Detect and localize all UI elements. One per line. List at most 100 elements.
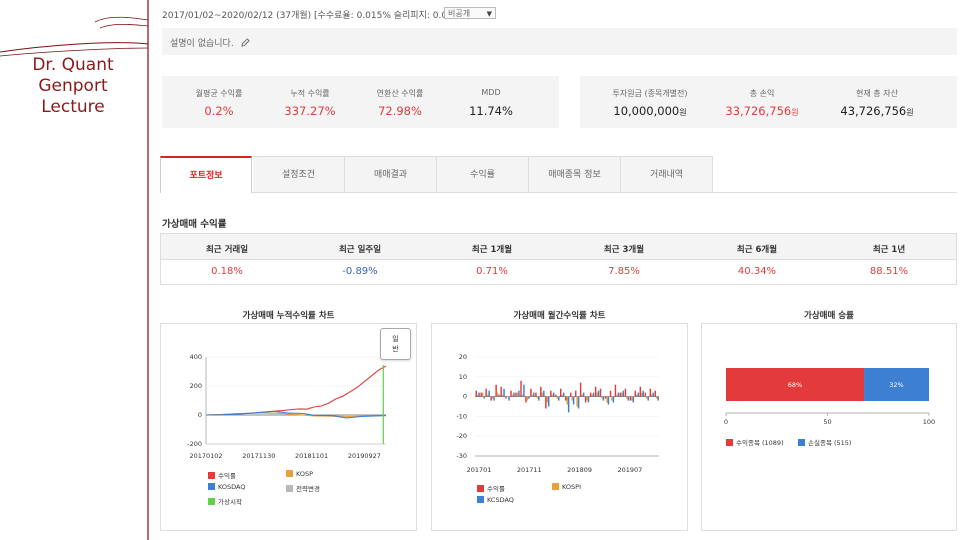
bar-KOSPI — [551, 394, 554, 397]
returns-header-1m: 최근 1개월 — [471, 245, 513, 255]
legend-swatch — [286, 470, 293, 477]
bar-KOSPI — [541, 392, 544, 397]
legend-item[interactable]: 가상시작 — [208, 496, 242, 506]
y-tick-label: -20 — [456, 432, 467, 440]
bar-KCSDAQ — [637, 392, 640, 397]
bar-수익률 — [599, 388, 602, 397]
bar-KCSDAQ — [543, 390, 545, 397]
y-tick-label: 0 — [198, 411, 202, 419]
bar-수익률 — [594, 386, 597, 397]
bar-수익률 — [500, 386, 502, 397]
cumulative-chart-panel — [160, 323, 417, 531]
bar-수익률 — [520, 380, 522, 397]
stat-value-cumulative: 337.27% — [284, 104, 336, 118]
tab-settings[interactable]: 설정조건 — [253, 156, 345, 193]
returns-table — [160, 233, 957, 285]
bar-KCSDAQ — [602, 396, 605, 401]
stat-label-monthly-avg: 월평균 수익률 — [195, 89, 243, 98]
legend-item[interactable]: 손실종목 (515) — [798, 437, 851, 447]
bar-수익률 — [565, 396, 567, 401]
chart-mode-toggle-button[interactable]: 일 반 — [380, 328, 411, 360]
stat-label-total-pnl: 총 손익 — [749, 89, 775, 98]
monthly-return-chart: -30 -20 -10 0 10 20 201701 201711 201809 201907 — [456, 353, 659, 474]
bar-KCSDAQ — [513, 392, 515, 397]
bar-KOSPI — [656, 396, 658, 399]
bar-KCSDAQ — [657, 396, 659, 401]
tab-returns[interactable]: 수익률 — [437, 156, 529, 193]
x-tick-label: 201701 — [467, 466, 492, 474]
tab-port-info[interactable]: 포트정보 — [160, 156, 252, 193]
bar-수익률 — [624, 388, 627, 397]
bar-KCSDAQ — [647, 396, 649, 401]
legend-swatch — [798, 439, 805, 446]
bar-KOSPI — [651, 394, 653, 397]
tab-trade-history[interactable]: 거래내역 — [621, 156, 713, 193]
x-tick-label: 201711 — [517, 466, 542, 474]
bar-수익률 — [619, 392, 622, 397]
bar-수익률 — [525, 396, 527, 403]
x-tick-label: 20190927 — [348, 452, 381, 460]
returns-value-1w: -0.89% — [342, 266, 378, 277]
monthly-chart-title: 가상매매 월간수익률 차트 — [513, 311, 606, 321]
bar-KCSDAQ — [652, 392, 654, 397]
legend-item[interactable]: KOSP — [286, 470, 313, 478]
bar-KOSPI — [561, 394, 563, 397]
legend-swatch — [552, 483, 559, 490]
bar-KCSDAQ — [597, 390, 600, 397]
bar-KOSPI — [621, 392, 623, 397]
legend-item[interactable]: 전략변경 — [286, 483, 320, 493]
series-line-KOSDAQ — [205, 410, 387, 419]
returns-header-1y: 최근 1년 — [872, 245, 906, 255]
bar-KCSDAQ — [582, 392, 585, 397]
pencil-edit-icon[interactable] — [240, 38, 250, 47]
returns-header-6m: 최근 6개월 — [736, 245, 778, 255]
returns-value-3m: 7.85% — [608, 266, 640, 277]
bar-KCSDAQ — [567, 396, 570, 413]
stat-label-mdd: MDD — [481, 88, 501, 97]
tab-trade-results[interactable]: 매매결과 — [345, 156, 437, 193]
stat-label-principal: 투자원금 (종목개별전) — [612, 89, 688, 98]
legend-item[interactable]: 수익종목 (1089) — [726, 437, 784, 447]
stat-value-principal: 10,000,000원 — [613, 104, 687, 118]
bar-수익률 — [575, 390, 577, 397]
returns-value-1y: 88.51% — [869, 266, 909, 277]
bar-KCSDAQ — [483, 396, 485, 399]
bar-KCSDAQ — [627, 396, 630, 401]
bar-KCSDAQ — [528, 396, 530, 399]
x-tick-label: 100 — [923, 418, 935, 426]
legend-item[interactable]: KOSPI — [552, 483, 581, 491]
legend-label: 수익률 — [487, 485, 505, 493]
legend-item[interactable]: KOSDAQ — [208, 483, 246, 491]
legend-item[interactable]: 수익률 — [208, 470, 236, 480]
bar-KOSPI — [546, 396, 549, 403]
stat-value-total-pnl: 33,726,756원 — [725, 104, 799, 118]
bar-KOSPI — [631, 396, 633, 401]
bar-KOSPI — [521, 394, 524, 397]
legend-swatch — [726, 439, 733, 446]
legend-item[interactable]: KCSDAQ — [477, 496, 514, 504]
bar-수익률 — [634, 390, 637, 397]
legend-swatch — [477, 485, 484, 492]
tab-stock-info[interactable]: 매매종목 정보 — [529, 156, 621, 193]
bar-KCSDAQ — [607, 396, 610, 405]
bar-수익률 — [639, 386, 642, 397]
bar-수익률 — [654, 390, 656, 397]
legend-label: KOSDAQ — [218, 483, 246, 491]
legend-label: 수익률 — [218, 472, 236, 480]
bar-KCSDAQ — [548, 396, 550, 407]
lecture-title: Dr. Quant Genport Lecture — [32, 55, 114, 117]
visibility-select[interactable]: 비공개 ▼ — [444, 7, 496, 19]
bar-KOSPI — [516, 392, 519, 397]
bar-KCSDAQ — [538, 396, 540, 401]
bar-수익률 — [555, 394, 557, 397]
bar-KCSDAQ — [572, 396, 575, 405]
bar-KOSPI — [556, 396, 558, 399]
bar-KOSPI — [536, 396, 539, 399]
legend-label: KOSPI — [562, 483, 581, 491]
stat-value-mdd: 11.74% — [469, 104, 513, 118]
bar-KOSPI — [571, 396, 573, 401]
bar-수익률 — [644, 392, 647, 397]
bar-KOSPI — [576, 396, 578, 407]
legend-item[interactable]: 수익률 — [477, 483, 505, 493]
legend-label: 가상시작 — [218, 498, 242, 506]
